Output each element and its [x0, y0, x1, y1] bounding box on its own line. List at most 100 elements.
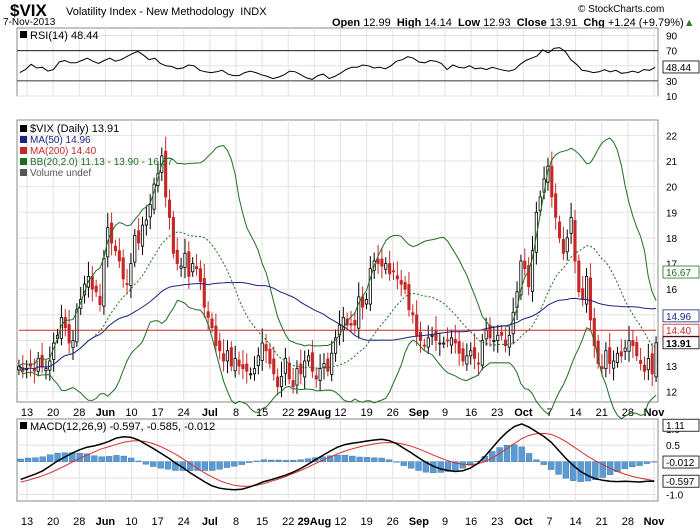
candle-body	[650, 353, 654, 375]
macd-histogram-bar	[643, 461, 651, 464]
candle-body	[241, 364, 245, 370]
candle-body	[225, 350, 230, 362]
chg-label: Chg	[583, 17, 605, 29]
x-tick-label: 7	[546, 407, 552, 419]
candle-body	[233, 358, 237, 372]
macd-histogram-bar	[304, 458, 312, 462]
candle-body	[102, 258, 106, 307]
candle-body	[214, 325, 218, 347]
candle-body	[592, 318, 596, 346]
price-y-tick-label: 16	[666, 285, 678, 296]
price-y-tick-label: 13	[666, 362, 678, 373]
x-tick-label: 20	[47, 516, 59, 528]
candle-body	[299, 363, 303, 375]
x-tick-label: 9	[442, 407, 448, 419]
candle-body	[453, 339, 457, 344]
candle-body	[612, 360, 616, 369]
price-value-box	[662, 336, 700, 350]
macd-histogram-bar	[584, 461, 592, 482]
macd-histogram-bar	[371, 457, 378, 462]
macd-histogram-bar	[231, 461, 238, 467]
price-value-box	[662, 265, 700, 279]
candle-body	[349, 323, 353, 326]
macd-histogram-bar	[651, 461, 658, 463]
high-value: 14.14	[424, 17, 452, 29]
macd-histogram-bar	[496, 447, 503, 462]
macd-histogram-bar	[91, 455, 98, 462]
x-tick-label: 17	[152, 516, 164, 528]
price-y-tick-label: 19	[666, 208, 678, 219]
x-tick-label: 28	[73, 407, 85, 419]
ma-50-line	[18, 281, 657, 370]
candle-body	[67, 324, 71, 344]
candle-body	[194, 266, 199, 270]
macd-value-box	[662, 474, 700, 488]
candle-body	[179, 265, 183, 269]
candle-body	[334, 337, 338, 354]
candle-body	[113, 245, 118, 252]
candle-body	[148, 204, 152, 218]
macd-y-tick-label: -1.0	[666, 490, 684, 501]
macd-histogram-bar	[268, 459, 275, 462]
x-tick-label: 19	[361, 516, 373, 528]
candle-body	[615, 352, 620, 363]
x-tick-label: Jul	[202, 516, 218, 528]
price-panel-frame	[16, 119, 659, 403]
candle-body	[600, 366, 604, 370]
candle-body	[642, 364, 647, 372]
price-value-label: 14.40	[666, 326, 691, 337]
macd-signal-line	[20, 432, 655, 487]
low-label: Low	[458, 17, 481, 29]
candle-body	[384, 263, 388, 270]
candle-body	[198, 268, 202, 282]
rsi-value-label: 48.44	[666, 63, 691, 74]
close-label: Close	[516, 17, 547, 29]
x-tick-label: 10	[125, 516, 137, 528]
macd-histogram-bar	[511, 444, 518, 462]
x-tick-label: 17	[152, 407, 164, 419]
x-tick-label: 22	[282, 407, 294, 419]
macd-histogram-bar	[24, 457, 32, 462]
macd-histogram-bar	[525, 453, 533, 462]
x-tick-label: 23	[491, 407, 503, 419]
macd-histogram-bar	[459, 461, 466, 469]
macd-histogram-bar	[466, 461, 474, 466]
price-y-tick-label: 21	[666, 157, 678, 168]
candle-body	[210, 318, 214, 329]
candle-body	[21, 367, 25, 372]
candle-body	[469, 350, 473, 357]
macd-histogram-bar	[400, 461, 407, 466]
macd-histogram-bar	[548, 461, 555, 470]
candle-body	[500, 331, 504, 336]
candle-body	[303, 360, 307, 378]
candle-body	[604, 350, 608, 370]
macd-histogram-bar	[393, 461, 400, 463]
candle-body	[167, 199, 172, 218]
macd-histogram-bar	[408, 461, 415, 469]
macd-panel-frame	[16, 418, 659, 502]
macd-histogram-bar	[629, 461, 636, 468]
price-y-tick-label: 22	[666, 131, 678, 142]
candle-body	[202, 278, 206, 308]
candle-body	[75, 309, 79, 343]
x-tick-label: 15	[256, 516, 268, 528]
price-value-box	[662, 323, 700, 337]
macd-histogram-bar	[120, 455, 127, 462]
exchange-code: INDX	[240, 6, 267, 18]
candle-body	[523, 260, 527, 270]
macd-histogram-bar	[223, 461, 231, 468]
price-legend: MA(50) 14.96	[30, 135, 91, 146]
macd-histogram-bar	[142, 461, 150, 465]
x-tick-label: Nov	[644, 516, 666, 528]
macd-histogram-bar	[341, 454, 349, 462]
x-tick-label: 22	[282, 516, 294, 528]
macd-histogram-bar	[105, 456, 113, 462]
macd-histogram-bar	[128, 457, 135, 462]
candle-body	[527, 265, 531, 288]
price-y-tick-label: 17	[666, 260, 678, 271]
candle-body	[318, 368, 322, 381]
price-legend-swatch	[20, 169, 27, 176]
candle-body	[295, 368, 299, 386]
macd-histogram-bar	[238, 461, 245, 465]
stockcharts-credit[interactable]: © StockCharts.com	[578, 4, 665, 15]
